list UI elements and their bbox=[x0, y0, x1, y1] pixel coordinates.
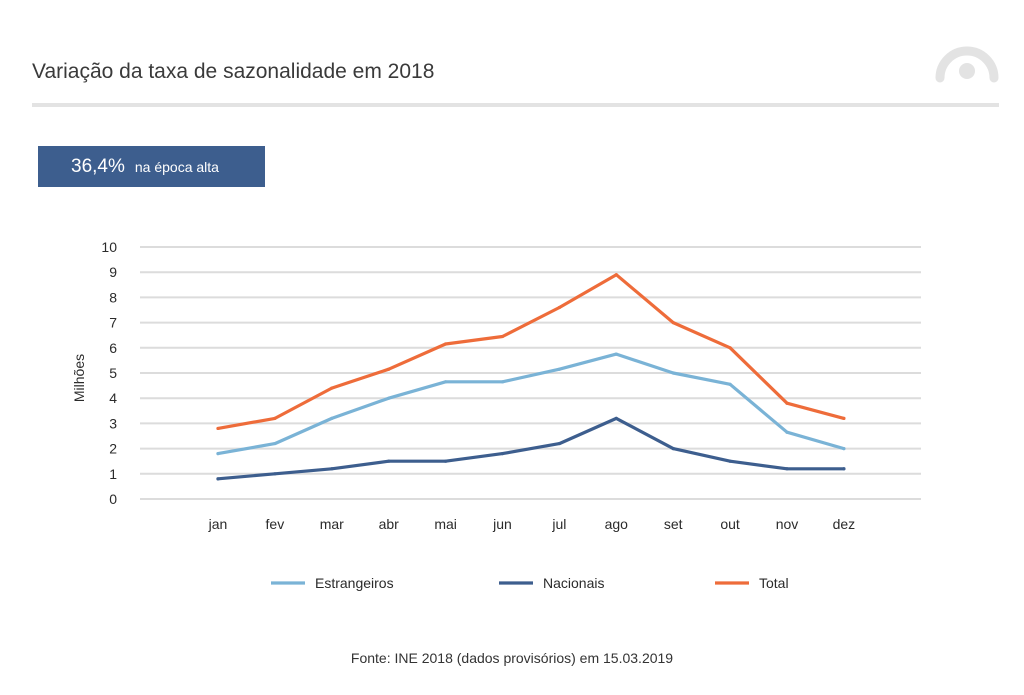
data-point-estrangeiros bbox=[842, 447, 846, 451]
title-divider bbox=[32, 103, 999, 107]
x-tick-label: mar bbox=[320, 516, 344, 532]
data-point-estrangeiros bbox=[330, 416, 334, 420]
data-point-nacionais bbox=[273, 472, 277, 476]
data-point-nacionais bbox=[728, 459, 732, 463]
data-point-nacionais bbox=[557, 441, 562, 446]
y-tick-label: 0 bbox=[109, 491, 117, 507]
data-point-total bbox=[842, 416, 846, 420]
data-point-nacionais bbox=[330, 467, 334, 471]
data-point-total bbox=[273, 416, 277, 420]
data-point-total bbox=[216, 426, 220, 431]
data-point-total bbox=[387, 367, 391, 371]
x-tick-label: jun bbox=[492, 516, 512, 532]
data-point-total bbox=[614, 273, 618, 277]
y-tick-label: 10 bbox=[101, 239, 117, 255]
data-point-estrangeiros bbox=[671, 371, 675, 375]
chart-grid bbox=[140, 246, 921, 500]
data-point-estrangeiros bbox=[614, 352, 618, 356]
x-tick-label: fev bbox=[266, 516, 285, 532]
logo-arc bbox=[935, 46, 999, 83]
y-tick-label: 4 bbox=[109, 390, 117, 406]
legend-label: Total bbox=[759, 575, 789, 591]
x-tick-label: nov bbox=[776, 516, 799, 532]
source-note: Fonte: INE 2018 (dados provisórios) em 1… bbox=[350, 650, 674, 666]
kpi-banner: 36,4% na época alta bbox=[38, 146, 265, 187]
data-point-estrangeiros bbox=[273, 441, 277, 446]
page-title: Variação da taxa de sazonalidade em 2018 bbox=[32, 60, 435, 83]
data-point-estrangeiros bbox=[557, 367, 562, 371]
legend-label: Estrangeiros bbox=[315, 575, 394, 591]
x-tick-label: dez bbox=[833, 516, 856, 532]
logo-dot bbox=[959, 63, 975, 79]
data-point-total bbox=[728, 346, 732, 350]
x-tick-label: out bbox=[720, 516, 740, 532]
y-axis-label: Milhões bbox=[71, 354, 87, 402]
data-point-nacionais bbox=[671, 447, 675, 451]
data-point-total bbox=[671, 321, 675, 325]
x-axis-ticks: jan fev mar abr mai jun jul ago set out nov dez bbox=[208, 516, 856, 532]
y-tick-label: 6 bbox=[109, 340, 117, 356]
data-point-total bbox=[557, 305, 562, 310]
y-tick-label: 9 bbox=[109, 264, 117, 280]
data-point-estrangeiros bbox=[785, 430, 789, 434]
series-line-total bbox=[216, 273, 846, 430]
x-tick-label: mai bbox=[434, 516, 457, 532]
data-point-nacionais bbox=[842, 467, 846, 471]
data-point-nacionais bbox=[785, 467, 789, 471]
kpi-label: na época alta bbox=[134, 158, 219, 175]
data-point-estrangeiros bbox=[728, 382, 732, 386]
series-line-nacionais bbox=[216, 416, 846, 481]
series-line-estrangeiros bbox=[216, 352, 846, 456]
y-tick-label: 7 bbox=[109, 315, 117, 331]
x-tick-label: abr bbox=[379, 516, 400, 532]
y-axis-ticks: 0 1 2 3 4 5 6 7 8 9 10 bbox=[101, 239, 117, 507]
data-point-nacionais bbox=[216, 477, 220, 481]
data-point-total bbox=[785, 401, 789, 405]
y-tick-label: 8 bbox=[109, 289, 117, 305]
brand-logo-icon bbox=[935, 46, 999, 83]
data-point-total bbox=[444, 342, 448, 346]
y-tick-label: 1 bbox=[109, 466, 117, 482]
chart-legend: Estrangeiros Nacionais Total bbox=[271, 575, 789, 591]
data-point-total bbox=[330, 386, 334, 390]
y-tick-label: 3 bbox=[109, 415, 117, 431]
data-point-estrangeiros bbox=[500, 380, 505, 384]
data-point-nacionais bbox=[387, 459, 391, 463]
data-point-estrangeiros bbox=[387, 396, 391, 400]
x-tick-label: jan bbox=[208, 516, 228, 532]
data-point-estrangeiros bbox=[444, 380, 448, 384]
kpi-value: 36,4% bbox=[71, 155, 125, 177]
x-tick-label: ago bbox=[605, 516, 629, 532]
data-point-nacionais bbox=[614, 416, 618, 420]
y-tick-label: 2 bbox=[109, 441, 117, 457]
x-tick-label: set bbox=[664, 516, 683, 532]
data-point-estrangeiros bbox=[216, 452, 220, 456]
x-tick-label: jul bbox=[551, 516, 566, 532]
data-point-nacionais bbox=[500, 452, 505, 456]
data-point-nacionais bbox=[444, 459, 448, 463]
legend-label: Nacionais bbox=[543, 575, 604, 591]
chart-series bbox=[216, 273, 846, 481]
data-point-total bbox=[500, 334, 505, 339]
y-tick-label: 5 bbox=[109, 365, 117, 381]
